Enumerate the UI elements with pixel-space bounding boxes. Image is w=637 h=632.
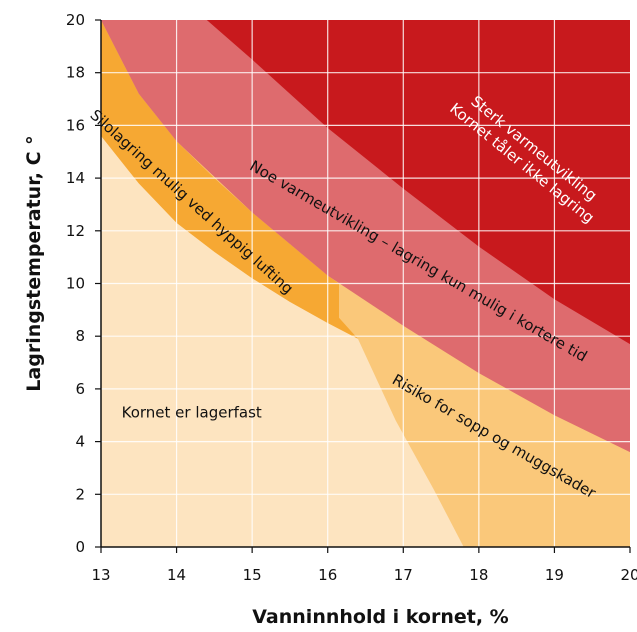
x-axis-title: Vanninnhold i kornet, %: [252, 606, 508, 628]
y-tick-label: 16: [66, 116, 85, 134]
x-tick-label: 18: [469, 566, 488, 584]
x-tick-label: 19: [545, 566, 564, 584]
y-axis-title: Lagringstemperatur, C °: [23, 135, 45, 391]
grid-lines: [101, 20, 630, 547]
x-tick-label: 15: [243, 566, 262, 584]
x-tick-label: 13: [91, 566, 110, 584]
strong-heat-zone: [206, 20, 631, 345]
axes: 13 14 15 16 17 18 19 20 0 2 4 6 8 10 12 14 16 18 20: [66, 11, 637, 584]
x-tick-labels: 13 14 15 16 17 18 19 20: [91, 547, 637, 584]
y-tick-label: 4: [75, 433, 85, 451]
y-tick-label: 2: [75, 485, 85, 503]
y-tick-label: 20: [66, 11, 85, 29]
y-tick-label: 8: [75, 327, 85, 345]
y-tick-label: 14: [66, 169, 85, 187]
x-tick-label: 14: [167, 566, 186, 584]
y-tick-label: 18: [66, 64, 85, 82]
y-tick-label: 12: [66, 222, 85, 240]
y-tick-labels: 0 2 4 6 8 10 12 14 16 18 20: [66, 11, 101, 556]
y-tick-label: 6: [75, 380, 85, 398]
y-tick-label: 0: [75, 538, 85, 556]
zone-label-safe: Kornet er lagerfast: [122, 404, 262, 422]
y-tick-label: 10: [66, 275, 85, 293]
x-tick-label: 17: [394, 566, 413, 584]
x-tick-label: 16: [318, 566, 337, 584]
x-tick-label: 20: [620, 566, 637, 584]
silo-zone: [101, 20, 358, 339]
zone-label-line: Kornet er lagerfast: [122, 404, 262, 422]
